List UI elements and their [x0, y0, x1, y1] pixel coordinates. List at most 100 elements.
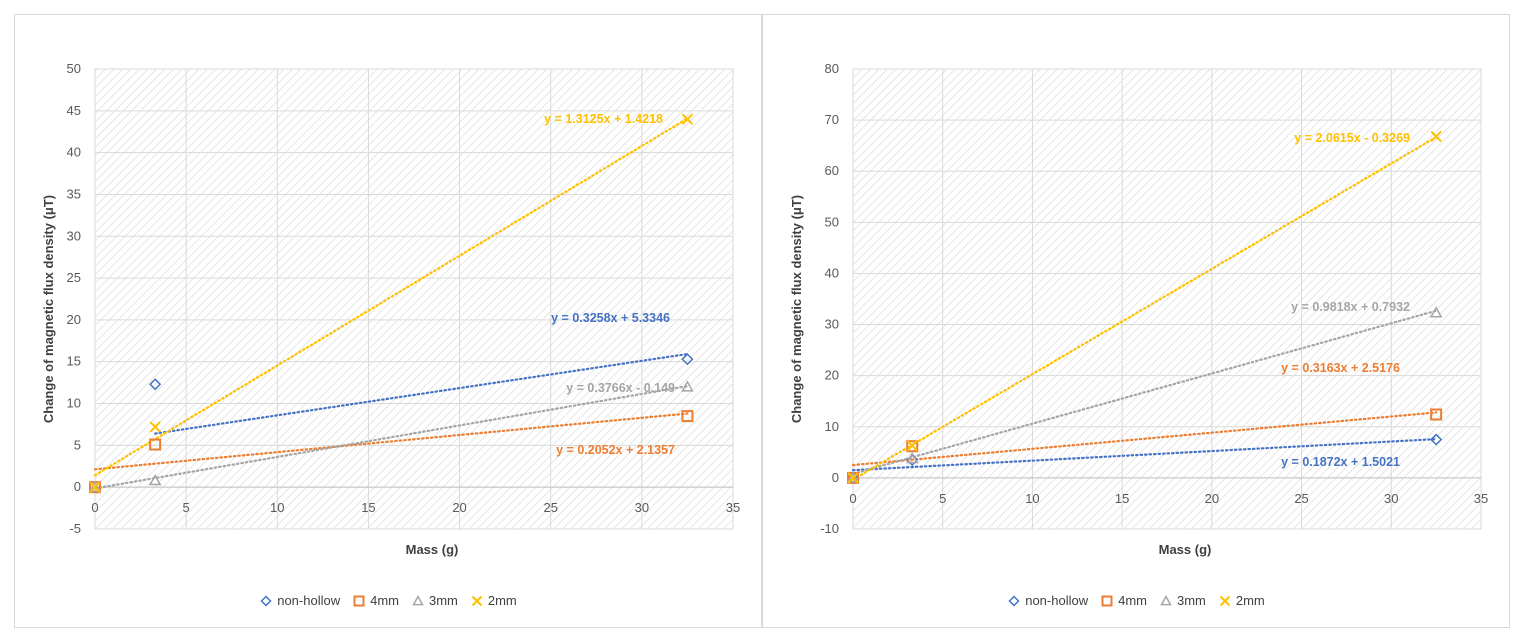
data-point-non-hollow — [149, 378, 162, 391]
legend-marker-square-icon — [353, 595, 365, 606]
data-point-3mm — [88, 480, 102, 492]
scatter-chart-left: -5 0 5 10 15 20 25 30 35 40 45 50 0 5 10 15 20 25 30 35 Mass… — [41, 61, 740, 557]
x-tick-label: 0 — [849, 491, 856, 506]
legend-marker — [260, 594, 272, 607]
x-tick-label: 25 — [1294, 491, 1308, 506]
data-point-2mm — [847, 472, 859, 484]
x-tick-label: 5 — [183, 500, 190, 515]
y-tick-label: 35 — [67, 186, 81, 201]
y-tick-label: 30 — [67, 228, 81, 243]
legend-marker-square-icon — [1101, 595, 1113, 606]
data-point-3mm — [905, 451, 919, 464]
legend-item-non-hollow: non-hollow — [259, 593, 340, 608]
y-tick-label: 50 — [825, 214, 839, 229]
x-tick-label: 25 — [543, 500, 557, 515]
legend-marker-x-icon — [1219, 595, 1231, 606]
trendline-3mm — [93, 384, 689, 490]
data-point-4mm — [681, 410, 694, 423]
legend-item-non-hollow: non-hollow — [1007, 593, 1088, 608]
x-tick-label: 35 — [1474, 491, 1488, 506]
y-tick-label: 45 — [67, 103, 81, 118]
chart-legend-left: non-hollow 4mm 3mm 2mm — [15, 593, 761, 611]
x-tick-label: 20 — [452, 500, 466, 515]
x-tick-label: 20 — [1205, 491, 1219, 506]
y-tick-label: 0 — [832, 470, 839, 485]
legend-marker — [471, 595, 483, 606]
y-tick-label: 80 — [825, 61, 839, 76]
trendline-equation-non-hollow: y = 0.3258x + 5.3346 — [551, 311, 670, 325]
y-tick-label: 30 — [825, 317, 839, 332]
legend-marker — [1160, 594, 1172, 605]
data-point-3mm — [148, 473, 162, 486]
y-tick-label: 40 — [67, 145, 81, 160]
data-point-3mm — [846, 471, 860, 483]
x-tick-label: 30 — [635, 500, 649, 515]
y-tick-label: 25 — [67, 270, 81, 285]
x-tick-label: 15 — [1115, 491, 1129, 506]
x-tick-label: 35 — [726, 500, 740, 515]
y-axis-title: Change of magnetic flux density (μT) — [41, 195, 56, 423]
legend-marker — [412, 594, 424, 605]
x-axis-title: Mass (g) — [1159, 542, 1212, 557]
legend-label: non-hollow — [1025, 593, 1089, 608]
data-point-non-hollow — [681, 353, 694, 366]
legend-label: 3mm — [1176, 593, 1206, 608]
data-point-4mm — [1430, 408, 1443, 421]
trendline-equation-3mm: y = 0.9818x + 0.7932 — [1291, 300, 1410, 314]
x-axis-title: Mass (g) — [406, 542, 459, 557]
y-tick-label: 60 — [825, 163, 839, 178]
legend-marker-triangle-icon — [1160, 594, 1172, 605]
legend-marker-diamond-icon — [1008, 594, 1020, 607]
legend-label: 4mm — [370, 593, 399, 608]
chart-panel-right: -10 0 10 20 30 40 50 60 70 80 0 5 10 15 20 25 30 35 Mass (… — [762, 14, 1510, 628]
trendline-equation-2mm: y = 2.0615x - 0.3269 — [1294, 131, 1410, 145]
legend-marker — [1101, 595, 1113, 606]
data-point-3mm — [681, 380, 694, 392]
legend-item-2mm: 2mm — [1218, 593, 1265, 608]
x-tick-label: 10 — [270, 500, 284, 515]
legend-marker-triangle-icon — [412, 594, 424, 605]
series-non-hollow — [149, 353, 694, 391]
data-point-4mm — [149, 438, 162, 451]
data-point-2mm — [1430, 130, 1442, 143]
trendline-equation-non-hollow: y = 0.1872x + 1.5021 — [1281, 455, 1400, 469]
y-tick-label: 5 — [74, 437, 81, 452]
legend-marker — [353, 595, 365, 606]
trendline-equation-3mm: y = 0.3766x - 0.149 — [566, 381, 675, 395]
legend-item-2mm: 2mm — [470, 593, 517, 608]
x-tick-label: 0 — [91, 500, 98, 515]
legend-item-4mm: 4mm — [352, 593, 399, 608]
chart-panel-left: -5 0 5 10 15 20 25 30 35 40 45 50 0 5 10 15 20 25 30 35 Mass… — [14, 14, 762, 628]
y-tick-label: 15 — [67, 354, 81, 369]
x-tick-label: 30 — [1384, 491, 1398, 506]
gridlines — [94, 68, 734, 530]
legend-marker — [1008, 594, 1020, 607]
trendline-equation-4mm: y = 0.2052x + 2.1357 — [556, 443, 675, 457]
chart-legend-right: non-hollow 4mm 3mm 2mm — [763, 593, 1509, 611]
legend-label: 2mm — [1235, 593, 1265, 608]
y-tick-label: 40 — [825, 265, 839, 280]
y-axis-title: Change of magnetic flux density (μT) — [789, 195, 804, 423]
trendline-2mm — [93, 117, 689, 477]
y-tick-label: 10 — [825, 419, 839, 434]
legend-marker — [1219, 595, 1231, 606]
scatter-chart-right: -10 0 10 20 30 40 50 60 70 80 0 5 10 15 20 25 30 35 Mass (… — [789, 61, 1488, 557]
trendline-3mm — [851, 309, 1438, 475]
plot-area — [95, 69, 733, 529]
trendline-non-hollow — [851, 438, 1438, 472]
y-tick-label: -5 — [69, 521, 81, 536]
data-point-2mm — [681, 113, 694, 125]
legend-label: non-hollow — [277, 593, 341, 608]
trendline-4mm — [93, 412, 689, 471]
plot-area — [853, 69, 1481, 529]
legend-marker-x-icon — [471, 595, 483, 606]
legend-item-4mm: 4mm — [1100, 593, 1147, 608]
legend-label: 3mm — [428, 593, 458, 608]
legend-label: 2mm — [487, 593, 517, 608]
data-point-3mm — [1429, 306, 1443, 318]
series-3mm — [846, 306, 1443, 483]
y-tick-label: 20 — [825, 368, 839, 383]
x-tick-label: 10 — [1025, 491, 1039, 506]
data-point-2mm — [906, 439, 918, 452]
legend-label: 4mm — [1118, 593, 1147, 608]
